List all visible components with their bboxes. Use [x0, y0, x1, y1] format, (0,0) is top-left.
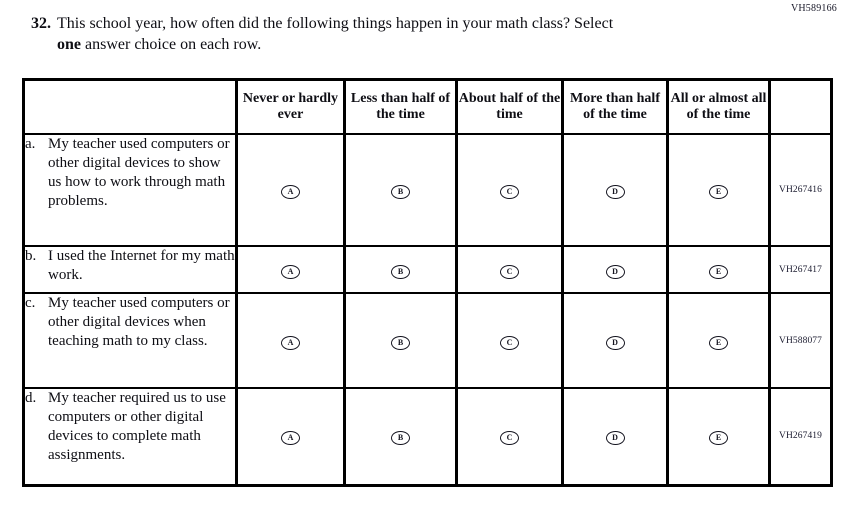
row-statement: My teacher used computers or other digit…	[48, 136, 230, 209]
choice-cell: D	[561, 387, 669, 486]
choice-cell: D	[561, 245, 669, 294]
choice-cell: E	[666, 133, 771, 247]
header-less-than-half: Less than half of the time	[343, 78, 458, 135]
statement-cell: b. I used the Internet for my math work.	[22, 245, 238, 294]
statement-cell: d. My teacher required us to use compute…	[22, 387, 238, 486]
answer-bubble-a-E[interactable]: E	[709, 185, 728, 199]
item-code: VH267419	[768, 387, 833, 486]
answer-bubble-c-B[interactable]: B	[391, 335, 410, 350]
header-about-half: About half of the time	[455, 78, 564, 135]
question-bold-word: one	[57, 36, 81, 53]
answer-bubble-b-E[interactable]: E	[709, 264, 728, 279]
answer-bubble-c-C[interactable]: C	[500, 335, 519, 350]
question-stem: 32. This school year, how often did the …	[31, 13, 613, 55]
item-code: VH267417	[768, 245, 833, 294]
item-code: VH588077	[768, 292, 833, 389]
answer-bubble-a-D[interactable]: D	[605, 185, 625, 199]
choice-cell: C	[455, 245, 564, 294]
choice-cell: A	[235, 133, 346, 247]
question-line-1: This school year, how often did the foll…	[57, 15, 614, 32]
table-row-a: a. My teacher used computers or other di…	[22, 133, 833, 247]
header-more-than-half: More than half of the time	[561, 78, 669, 135]
answer-bubble-c-A[interactable]: A	[281, 335, 300, 350]
answer-bubble-a-C[interactable]: C	[500, 185, 519, 199]
question-line-2: one answer choice on each row.	[57, 34, 613, 55]
header-empty-code	[768, 78, 833, 135]
answer-bubble-c-E[interactable]: E	[709, 335, 728, 350]
statement-cell: a. My teacher used computers or other di…	[22, 133, 238, 247]
row-letter: a.	[25, 136, 36, 152]
question-number: 32.	[31, 15, 51, 32]
choice-cell: A	[235, 245, 346, 294]
choice-cell: C	[455, 387, 564, 486]
page-accession-code: VH589166	[790, 3, 837, 14]
answer-bubble-a-A[interactable]: A	[281, 185, 300, 199]
answer-bubble-a-B[interactable]: B	[391, 185, 410, 199]
answer-bubble-d-C[interactable]: C	[500, 431, 519, 446]
row-statement: My teacher used computers or other digit…	[48, 295, 230, 349]
answer-bubble-b-A[interactable]: A	[281, 264, 300, 279]
choice-cell: E	[666, 387, 771, 486]
row-statement: I used the Internet for my math work.	[48, 248, 235, 283]
choice-cell: B	[343, 245, 458, 294]
choice-cell: C	[455, 292, 564, 389]
answer-bubble-d-B[interactable]: B	[391, 431, 410, 446]
choice-cell: B	[343, 133, 458, 247]
choice-cell: C	[455, 133, 564, 247]
table-row-d: d. My teacher required us to use compute…	[22, 387, 833, 486]
table-row-c: c. My teacher used computers or other di…	[22, 292, 833, 389]
choice-cell: E	[666, 292, 771, 389]
answer-bubble-b-C[interactable]: C	[500, 264, 519, 279]
choice-cell: A	[235, 387, 346, 486]
question-line-2-rest: answer choice on each row.	[81, 36, 262, 53]
row-letter: d.	[25, 390, 37, 406]
survey-response-table: Never or hardly ever Less than half of t…	[22, 78, 833, 487]
row-statement: My teacher required us to use computers …	[48, 390, 226, 463]
answer-bubble-b-B[interactable]: B	[391, 264, 410, 279]
answer-bubble-d-D[interactable]: D	[605, 431, 625, 446]
table-row-b: b. I used the Internet for my math work.…	[22, 245, 833, 294]
answer-bubble-b-D[interactable]: D	[605, 264, 625, 279]
header-empty-statement	[22, 78, 238, 135]
header-row: Never or hardly ever Less than half of t…	[22, 78, 833, 135]
choice-cell: A	[235, 292, 346, 389]
choice-cell: D	[561, 292, 669, 389]
answer-bubble-c-D[interactable]: D	[605, 335, 625, 350]
header-never: Never or hardly ever	[235, 78, 346, 135]
item-code: VH267416	[768, 133, 833, 247]
answer-bubble-d-A[interactable]: A	[281, 431, 300, 446]
choice-cell: B	[343, 292, 458, 389]
choice-cell: E	[666, 245, 771, 294]
statement-cell: c. My teacher used computers or other di…	[22, 292, 238, 389]
choice-cell: D	[561, 133, 669, 247]
row-letter: b.	[25, 248, 37, 264]
header-all-or-almost: All or almost all of the time	[666, 78, 771, 135]
answer-bubble-d-E[interactable]: E	[709, 431, 728, 446]
question-text: This school year, how often did the foll…	[57, 13, 613, 55]
row-letter: c.	[25, 295, 36, 311]
choice-cell: B	[343, 387, 458, 486]
